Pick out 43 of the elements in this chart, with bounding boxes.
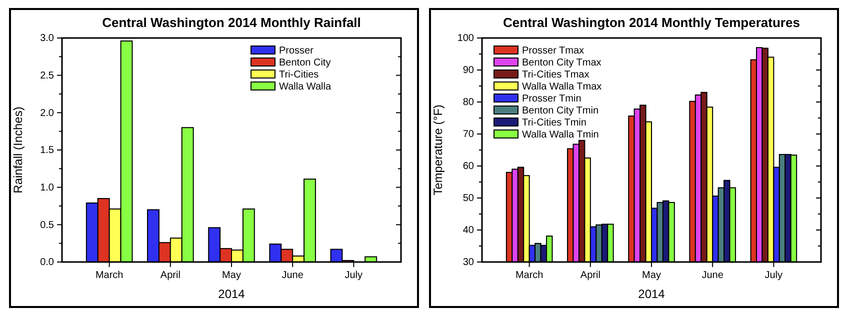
legend-label: Tri-Cities <box>279 70 319 80</box>
legend-label: Walla Walla Tmax <box>522 82 602 92</box>
legend-label: Tri-Cities Tmin <box>522 118 586 128</box>
legend-label: Walla Walla Tmin <box>522 130 599 140</box>
y-tick-label: 40 <box>462 225 474 236</box>
legend-label: Benton City <box>279 58 331 68</box>
y-tick-label: 1.0 <box>40 182 54 194</box>
x-axis-title: 2014 <box>218 287 246 301</box>
x-tick-label: May <box>642 270 661 281</box>
y-axis-title: Rainfall (Inches) <box>11 106 25 194</box>
y-tick-label: 3.0 <box>40 33 54 44</box>
x-tick-label: April <box>160 270 180 281</box>
legend-label: Benton City Tmax <box>522 58 602 68</box>
x-tick-label: March <box>515 270 544 281</box>
y-tick-label: 0.5 <box>40 220 54 231</box>
y-tick-label: 70 <box>462 129 474 140</box>
y-tick-label: 30 <box>462 257 474 268</box>
y-tick-label: 1.5 <box>40 145 54 156</box>
y-tick-label: 2.5 <box>40 70 54 82</box>
y-tick-label: 80 <box>462 97 474 108</box>
x-tick-label: June <box>702 270 724 281</box>
x-tick-label: May <box>222 270 241 281</box>
y-tick-label: 60 <box>462 161 474 172</box>
y-axis-title: Temperature (°F) <box>431 104 445 196</box>
legend-label: Prosser Tmin <box>522 94 582 104</box>
y-tick-label: 50 <box>462 193 474 204</box>
x-tick-label: June <box>282 270 304 281</box>
x-tick-label: July <box>764 270 783 281</box>
y-tick-label: 90 <box>462 65 474 76</box>
x-tick-label: April <box>580 270 600 281</box>
x-axis-title: 2014 <box>638 287 666 301</box>
chart-title: Central Washington 2014 Monthly Rainfall <box>102 15 361 30</box>
legend-label: Benton City Tmin <box>522 106 599 116</box>
y-tick-label: 100 <box>457 33 474 44</box>
x-tick-label: July <box>344 270 363 281</box>
y-tick-label: 2.0 <box>40 108 54 119</box>
legend-label: Prosser Tmax <box>522 46 584 56</box>
y-tick-label: 0.0 <box>40 257 54 268</box>
legend-label: Prosser <box>279 46 314 56</box>
x-tick-label: March <box>95 270 124 281</box>
legend-label: Tri-Cities Tmax <box>522 70 590 80</box>
chart-title: Central Washington 2014 Monthly Temperatures <box>503 15 800 30</box>
legend-label: Walla Walla <box>279 82 332 92</box>
